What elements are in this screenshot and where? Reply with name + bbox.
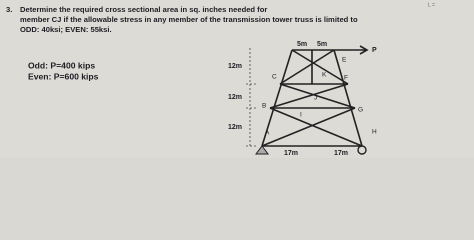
node-label: F [344, 75, 348, 82]
node-label: K [322, 72, 327, 79]
paper [0, 0, 474, 158]
load-label: P [372, 47, 377, 54]
problem-number: 3. [6, 5, 12, 14]
dim-height: 12m [228, 94, 242, 101]
node-label: E [342, 57, 347, 64]
page: 3. Determine the required cross sectiona… [0, 0, 474, 158]
dim-bottom: 17m [284, 150, 298, 157]
truss-diagonals [261, 49, 363, 147]
problem-line: Determine the required cross sectional a… [20, 5, 267, 14]
dim-height: 12m [228, 63, 242, 70]
support [255, 145, 269, 155]
support [357, 145, 367, 155]
dimension-lines [246, 48, 256, 148]
load-odd: Odd: P=400 kips [28, 60, 95, 70]
node-label: B [262, 103, 266, 110]
dim-top: 5m [297, 41, 307, 48]
node-label: G [358, 107, 363, 114]
load-even: Even: P=600 kips [28, 71, 99, 81]
node-label: I [300, 112, 302, 119]
problem-line: member CJ if the allowable stress in any… [20, 15, 358, 24]
node-label: A [265, 130, 270, 137]
node-label: C [272, 74, 277, 81]
dim-top: 5m [317, 41, 327, 48]
load-arrow [334, 45, 369, 55]
truss [246, 45, 369, 155]
corner-note: L = [428, 2, 435, 8]
problem-line: ODD: 40ksi; EVEN: 55ksi. [20, 25, 112, 34]
node-label: H [372, 129, 377, 136]
dim-height: 12m [228, 124, 242, 131]
truss-members [261, 49, 363, 147]
dim-bottom: 17m [334, 150, 348, 157]
node-label: J [314, 95, 317, 102]
